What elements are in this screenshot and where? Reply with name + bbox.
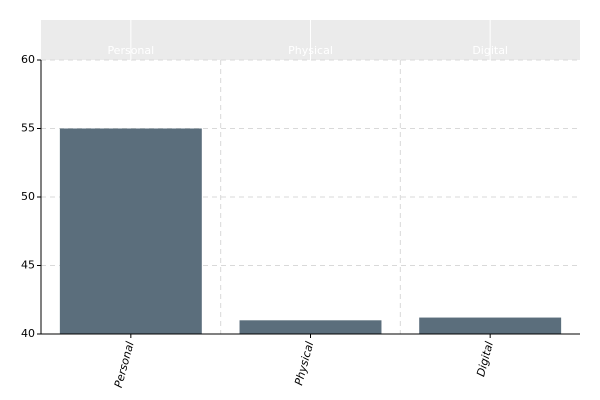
y-tick-label: 60 [21, 53, 35, 66]
header-label: Personal [107, 44, 154, 57]
bar [419, 317, 562, 334]
bar [59, 128, 202, 334]
x-tick-label: Personal [112, 340, 137, 389]
header-label: Digital [472, 44, 508, 57]
x-tick-label: Digital [474, 340, 496, 378]
y-tick-label: 45 [21, 259, 35, 272]
header-label: Physical [288, 44, 333, 57]
y-tick-label: 50 [21, 190, 35, 203]
y-tick-label: 40 [21, 327, 35, 340]
bar [239, 320, 382, 334]
y-tick-label: 55 [21, 122, 35, 135]
x-tick-label: Physical [292, 340, 316, 387]
